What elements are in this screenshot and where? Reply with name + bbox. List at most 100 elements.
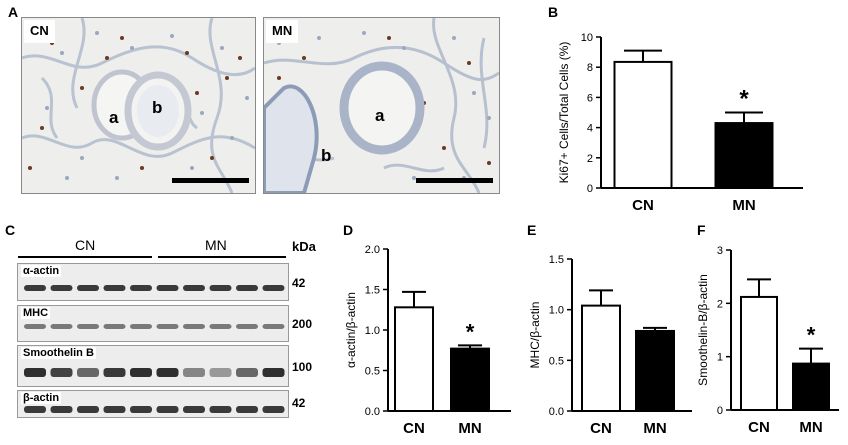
y-tick-label: 1.5 xyxy=(365,285,380,297)
bar xyxy=(635,329,675,412)
y-tick-label: 0.0 xyxy=(549,406,564,418)
y-tick-label: 0.5 xyxy=(365,366,380,378)
blot-band xyxy=(130,285,152,291)
y-tick-label: 0 xyxy=(587,183,593,195)
blot-band xyxy=(103,368,126,377)
blot-band xyxy=(130,324,152,329)
blot-row-kda: 42 xyxy=(292,396,306,410)
panel-label-c: C xyxy=(5,222,16,238)
blot-band xyxy=(262,368,285,377)
blot-band xyxy=(130,406,152,413)
blot-band xyxy=(156,368,179,377)
blot-band xyxy=(156,285,179,291)
scale-bar xyxy=(416,178,493,183)
blot-band xyxy=(236,285,258,291)
significance-marker: * xyxy=(807,323,816,348)
bar xyxy=(714,122,774,189)
bar xyxy=(613,60,673,189)
blot-band xyxy=(103,324,126,329)
scale-bar xyxy=(172,178,249,183)
chart-f: 0 1 2 3 Smoothelin-B/β-actin CN MN * xyxy=(696,235,847,445)
blot-band xyxy=(77,406,99,413)
blot-row-kda: 200 xyxy=(292,317,313,331)
blot-group-mn: MN xyxy=(205,237,227,253)
blot-band xyxy=(209,324,232,329)
panel-label-f: F xyxy=(697,222,706,238)
category-label: MN xyxy=(799,419,822,436)
y-axis-label: α-actin/β-actin xyxy=(344,292,358,368)
blot-band xyxy=(77,285,99,291)
chart-d-svg: 0.0 0.5 1.0 1.5 2.0 α-actin/β-actin CN MN * xyxy=(344,244,511,437)
y-tick-label: 2.0 xyxy=(365,244,380,256)
micrograph-mn-image xyxy=(264,18,499,193)
blot-band xyxy=(50,368,73,377)
category-label: MN xyxy=(643,420,666,437)
blot-row-kda: 100 xyxy=(292,360,313,374)
y-tick-label: 4 xyxy=(587,123,593,135)
blot-bands xyxy=(24,368,285,377)
y-tick-label: 1.0 xyxy=(549,305,564,317)
blot-group-cn: CN xyxy=(75,237,96,253)
blot-group-mn-line xyxy=(158,256,286,258)
micrograph-cn: CN a b xyxy=(21,17,256,194)
blot-band xyxy=(50,285,73,291)
vessel-a-label: a xyxy=(109,108,119,127)
blot-band xyxy=(183,285,205,291)
blot-band xyxy=(24,324,46,329)
panel-label-b: B xyxy=(548,4,559,20)
blot-band xyxy=(156,406,179,413)
blot-band xyxy=(24,406,46,413)
blot-band xyxy=(103,285,126,291)
bar xyxy=(581,304,621,412)
blot-band xyxy=(209,406,232,413)
category-label: CN xyxy=(403,420,425,437)
y-tick-label: 10 xyxy=(581,32,593,44)
kda-header: kDa xyxy=(292,239,316,254)
blot-band xyxy=(50,324,73,329)
blot-bands xyxy=(24,406,285,413)
bar xyxy=(394,306,434,412)
y-tick-label: 0.0 xyxy=(365,406,380,418)
y-axis-label: Ki67+ Cells/Total Cells (%) xyxy=(557,42,571,184)
blot-band xyxy=(24,285,46,291)
blot-band xyxy=(183,324,205,329)
chart-e: 0.0 0.5 1.0 1.5 MHC/β-actin CN MN xyxy=(527,235,697,445)
blot-group-cn-line xyxy=(18,256,152,258)
chart-b: 0 2 4 6 8 10 Ki67+ Cells/Total Cells (%) CN MN * xyxy=(548,20,838,225)
blot-row-kda: 42 xyxy=(292,276,306,290)
micrograph-mn: MN a b xyxy=(263,17,500,194)
y-axis-label: MHC/β-actin xyxy=(528,302,542,369)
bar xyxy=(740,295,778,411)
vessel-a-label: a xyxy=(375,106,385,125)
chart-f-svg: 0 1 2 3 Smoothelin-B/β-actin CN MN * xyxy=(696,245,839,436)
blot-band xyxy=(262,406,285,413)
category-label: CN xyxy=(590,420,612,437)
panel-label-d: D xyxy=(343,222,354,238)
panel-label-e: E xyxy=(527,222,537,238)
blot-band xyxy=(77,368,99,377)
micrograph-mn-tag: MN xyxy=(266,20,299,43)
y-tick-label: 1.0 xyxy=(365,325,380,337)
category-label: MN xyxy=(732,197,755,214)
y-tick-label: 0.5 xyxy=(549,355,564,367)
y-tick-label: 6 xyxy=(587,92,593,104)
category-label: MN xyxy=(458,420,481,437)
significance-marker: * xyxy=(739,86,749,113)
blot-band xyxy=(156,324,179,329)
y-tick-label: 0 xyxy=(717,405,723,417)
y-tick-label: 8 xyxy=(587,62,593,74)
blot-row-label: Smoothelin B xyxy=(21,347,96,359)
blot-band xyxy=(24,368,46,377)
blot-strip: β-actin xyxy=(17,390,289,418)
blot-row-label: α-actin xyxy=(21,265,62,277)
blot-band xyxy=(236,324,258,329)
blot-band xyxy=(236,406,258,413)
blot-strip: α-actin xyxy=(17,263,289,301)
y-tick-label: 1 xyxy=(717,352,723,364)
blot-row-label: MHC xyxy=(21,307,51,319)
blot-band xyxy=(50,406,73,413)
micrograph-cn-tag: CN xyxy=(24,20,55,43)
blot-bands xyxy=(24,324,285,329)
blot-bands xyxy=(24,285,285,291)
panel-label-a: A xyxy=(8,4,19,20)
